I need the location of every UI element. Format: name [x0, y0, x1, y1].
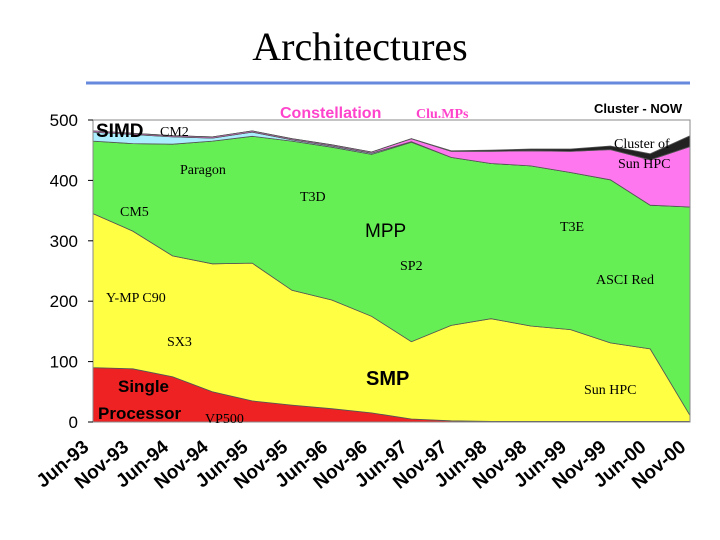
label-sx3: SX3	[167, 335, 192, 350]
label-vp500: VP500	[205, 412, 244, 427]
label-paragon: Paragon	[180, 163, 226, 178]
label-mpp: MPP	[365, 221, 406, 242]
label-constellation: Constellation	[280, 105, 381, 122]
y-tick-label: 300	[50, 232, 78, 251]
label-clumps: Clu.MPs	[416, 107, 469, 122]
y-tick-label: 500	[50, 111, 78, 130]
label-cluster-of: Cluster of	[614, 137, 670, 152]
label-t3d: T3D	[300, 190, 326, 205]
label-cm2: CM2	[160, 125, 189, 140]
y-tick-label: 0	[69, 413, 78, 432]
label-cm5: CM5	[120, 205, 149, 220]
label-asci-red: ASCI Red	[596, 273, 654, 288]
area-layers	[92, 130, 691, 423]
label-cluster-now: Cluster - NOW	[594, 101, 683, 116]
label-sun-hpc-top: Sun HPC	[618, 157, 671, 172]
y-axis: 0 100 200 300 400 500	[50, 111, 93, 432]
label-sp2: SP2	[400, 259, 423, 274]
label-t3e: T3E	[560, 220, 584, 235]
label-smp: SMP	[366, 368, 409, 390]
label-processor: Processor	[98, 404, 182, 423]
label-ymp-c90: Y-MP C90	[106, 291, 166, 306]
y-tick-label: 200	[50, 292, 78, 311]
y-tick-label: 100	[50, 353, 78, 372]
annotations: SIMD CM2 Constellation Clu.MPs Cluster -…	[96, 101, 683, 427]
label-single: Single	[118, 377, 169, 396]
label-sun-hpc: Sun HPC	[584, 383, 637, 398]
y-tick-label: 400	[50, 171, 78, 190]
plot-frame	[92, 119, 691, 423]
slide-title: Architectures	[252, 24, 467, 69]
x-axis: Jun-93Nov-93Jun-94Nov-94Jun-95Nov-95Jun-…	[33, 436, 690, 493]
label-simd: SIMD	[96, 121, 144, 142]
